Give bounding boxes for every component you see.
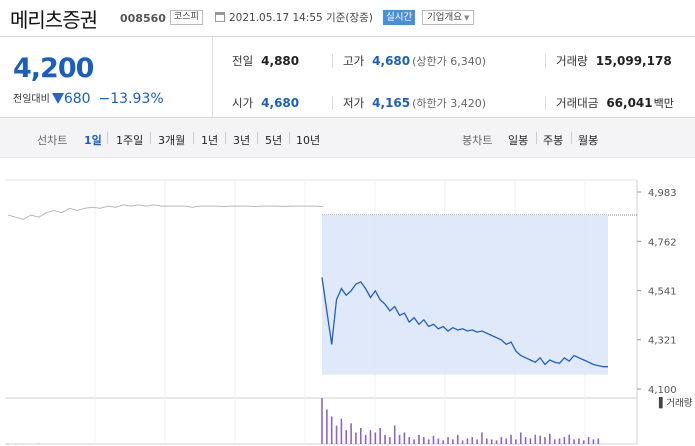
chevron-down-icon: ▼ — [463, 14, 470, 22]
tab-1week[interactable]: 1주일 — [116, 134, 144, 147]
line-chart-label: 선차트 — [37, 134, 68, 147]
candle-chart-label: 봉차트 — [462, 134, 493, 147]
high-value: 4,680 — [372, 54, 411, 68]
change-row: 전일대비 680 −13.93% — [13, 90, 164, 107]
quote-summary: 4,200 전일대비 680 −13.93% 전일 4,880 고가 4,680 (상한가… — [0, 36, 695, 118]
realtime-button[interactable]: 실시간 — [383, 10, 416, 25]
current-price: 4,200 — [13, 53, 94, 84]
upper-limit: (상한가 6,340) — [412, 55, 487, 68]
amount-value: 66,041 — [606, 96, 653, 110]
tab-divider — [150, 132, 151, 144]
lower-limit: (하한가 3,420) — [412, 97, 487, 110]
intraday-chart[interactable]: 4,983 4,762 4,541 4,321 4,100 ▌거래량 — [0, 160, 695, 446]
prev-close-label: 전일 — [232, 54, 254, 68]
price-line — [321, 277, 608, 368]
amount-stat: 거래대금 66,041백만 — [556, 95, 674, 111]
open-stat: 시가 4,680 — [232, 95, 299, 111]
previous-day-line — [7, 204, 324, 220]
quote-timestamp: 2021.05.17 14:55 기준(장중) — [229, 12, 373, 24]
divider — [545, 54, 546, 68]
tab-1day[interactable]: 1일 — [84, 134, 102, 147]
high-stat: 고가 4,680 (상한가 6,340) — [343, 53, 486, 69]
divider — [545, 96, 546, 110]
price-panel: 4,200 전일대비 680 −13.93% — [5, 37, 213, 117]
stock-name: 메리츠증권 — [10, 8, 98, 32]
tab-divider — [536, 132, 537, 144]
tab-5years[interactable]: 5년 — [265, 134, 283, 147]
calendar-icon — [215, 12, 225, 22]
y-tick-label: 4,100 — [648, 385, 677, 396]
y-tick-label: 4,983 — [648, 188, 677, 199]
tab-daily-candle[interactable]: 일봉 — [508, 134, 529, 147]
stock-code: 008560 — [120, 12, 166, 25]
y-tick-label: 4,541 — [648, 287, 677, 298]
tab-divider — [193, 132, 194, 144]
y-tick-label: 4,762 — [648, 237, 677, 248]
tab-divider — [289, 132, 290, 144]
company-overview-button[interactable]: 기업개요 ▼ — [422, 10, 475, 25]
tab-1year[interactable]: 1년 — [201, 134, 219, 147]
tab-divider — [107, 132, 108, 144]
tab-divider — [225, 132, 226, 144]
tab-monthly-candle[interactable]: 월봉 — [578, 134, 599, 147]
volume-axis-label: ▌거래량 — [658, 397, 693, 409]
change-value: 680 — [63, 91, 91, 107]
amount-unit: 백만 — [653, 97, 674, 110]
amount-label: 거래대금 — [556, 96, 599, 110]
tab-10years[interactable]: 10년 — [296, 134, 321, 147]
down-arrow-icon — [51, 93, 64, 104]
divider — [332, 96, 333, 110]
open-label: 시가 — [232, 96, 254, 110]
low-stat: 저가 4,165 (하한가 3,420) — [343, 95, 486, 111]
high-label: 고가 — [343, 54, 365, 68]
volume-label: 거래량 — [556, 54, 588, 68]
divider — [332, 54, 333, 68]
y-tick-label: 4,321 — [648, 336, 677, 347]
tab-3years[interactable]: 3년 — [233, 134, 251, 147]
y-axis: 4,983 4,762 4,541 4,321 4,100▌거래량 — [637, 188, 693, 409]
tab-3months[interactable]: 3개월 — [158, 134, 186, 147]
volume-layer — [7, 398, 600, 444]
prev-close-stat: 전일 4,880 — [232, 53, 299, 69]
market-badge: 코스피 — [170, 10, 203, 25]
prev-close-value: 4,880 — [261, 54, 300, 68]
chart-period-tabs: 선차트 1일 1주일 3개월 1년 3년 5년 10년 봉차트 일봉 주봉 월봉 — [0, 118, 695, 158]
change-label: 전일대비 — [13, 94, 50, 105]
chart-band — [322, 214, 608, 375]
low-value: 4,165 — [372, 96, 411, 110]
tab-weekly-candle[interactable]: 주봉 — [543, 134, 564, 147]
decline-band — [322, 214, 608, 375]
low-label: 저가 — [343, 96, 365, 110]
open-value: 4,680 — [261, 96, 300, 110]
price-line-layer — [7, 204, 608, 368]
tab-divider — [257, 132, 258, 144]
volume-value: 15,099,178 — [595, 54, 672, 68]
stock-header: 메리츠증권 008560 코스피 2021.05.17 14:55 기준(장중)… — [0, 0, 695, 36]
change-percent: −13.93% — [98, 91, 164, 107]
company-overview-label: 기업개요 — [427, 12, 462, 23]
chart-svg: 4,983 4,762 4,541 4,321 4,100▌거래량 — [5, 179, 693, 445]
tab-divider — [571, 132, 572, 144]
volume-stat: 거래량 15,099,178 — [556, 53, 672, 69]
